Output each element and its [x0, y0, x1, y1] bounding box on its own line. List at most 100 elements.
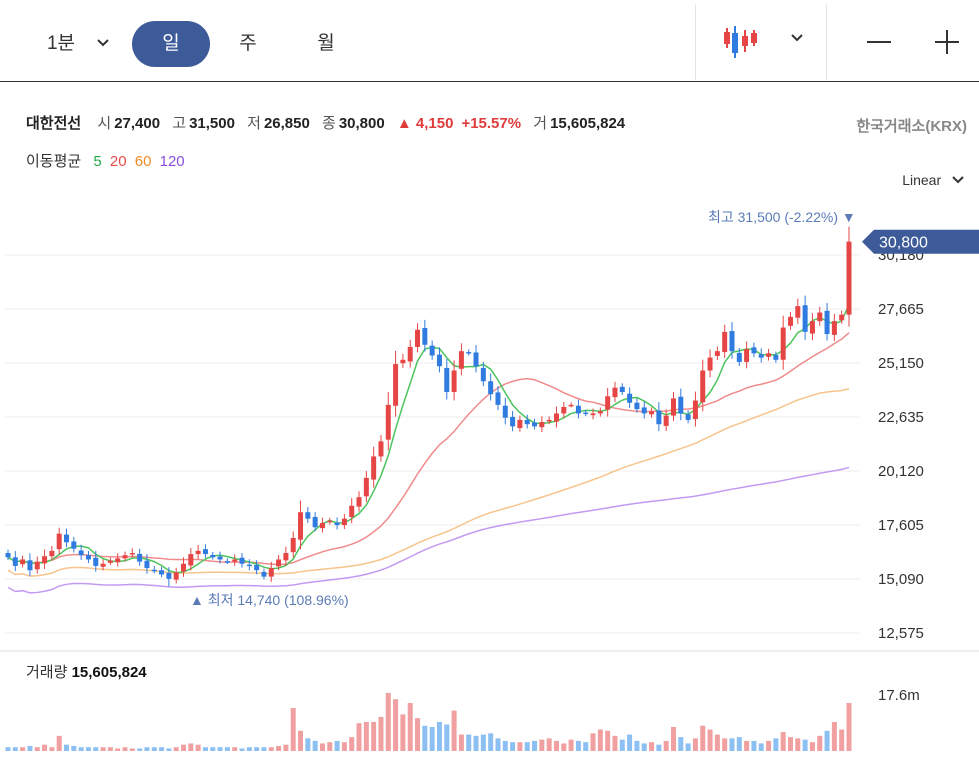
y-tick-label: 17,605	[878, 517, 924, 534]
volume-bar	[802, 739, 808, 751]
volume-bar	[100, 747, 106, 751]
candle-body	[517, 419, 523, 429]
candle-body	[341, 518, 347, 526]
tab-month[interactable]: 월	[317, 33, 335, 54]
candle-body	[670, 398, 676, 416]
volume-bar	[422, 725, 428, 751]
candle-body	[561, 407, 567, 414]
y-tick-label: 22,635	[878, 409, 924, 426]
volume-bar	[524, 742, 530, 751]
chart-type-chevron-icon[interactable]	[790, 33, 804, 43]
volume-bar	[400, 714, 406, 751]
scale-selector[interactable]: Linear	[902, 172, 965, 188]
current-price-label: 30,800	[879, 235, 928, 252]
volume-bar	[736, 737, 742, 751]
volume-bar	[49, 747, 55, 751]
volume-bar	[787, 737, 793, 751]
volume-bar	[166, 748, 172, 751]
toolbar-divider	[826, 4, 827, 80]
volume-bar	[385, 692, 391, 751]
volume-bar	[714, 734, 720, 751]
candle-body	[290, 537, 296, 553]
volume-bar	[546, 738, 552, 751]
candle-body	[115, 558, 121, 563]
candle-body	[151, 569, 157, 572]
volume-bar	[839, 729, 845, 751]
volume-bar	[685, 743, 691, 751]
volume-bar	[290, 708, 296, 751]
volume-bar	[539, 739, 545, 751]
price-change-pct: +15.57%	[461, 115, 522, 132]
candle-body	[824, 310, 830, 335]
volume-bar	[5, 747, 11, 751]
volume-bar	[261, 747, 267, 751]
candle-body	[663, 415, 669, 426]
candle-body	[159, 570, 165, 575]
volume-bar	[341, 742, 347, 751]
candle-body	[393, 364, 399, 406]
candle-body	[334, 522, 340, 526]
ma-120: 120	[159, 153, 185, 170]
volume-bar	[254, 747, 260, 751]
moving-average-legend: 이동평균 5 20 60 120	[26, 150, 185, 171]
zoom-in-icon[interactable]	[934, 29, 960, 55]
volume-bar	[568, 739, 574, 751]
candle-body	[181, 563, 187, 572]
volume-bar	[436, 721, 442, 751]
candle-body	[137, 553, 143, 562]
volume-bar	[722, 738, 728, 751]
toolbar-divider	[695, 4, 696, 80]
volume-bar	[780, 732, 786, 751]
volume-bar	[634, 740, 640, 751]
tab-day[interactable]: 일	[132, 21, 210, 67]
zoom-out-icon[interactable]	[866, 30, 892, 54]
y-tick-label: 20,120	[878, 463, 924, 480]
candle-body	[773, 355, 779, 360]
chevron-down-icon[interactable]	[96, 38, 110, 48]
volume-bar	[137, 748, 143, 751]
candle-body	[210, 554, 216, 558]
ma-60: 60	[134, 153, 152, 170]
volume-bar	[583, 742, 589, 751]
tab-1min[interactable]: 1분	[46, 33, 76, 54]
volume-bar	[678, 737, 684, 751]
candle-body	[349, 505, 355, 517]
volume-bar	[144, 747, 150, 751]
candle-body	[56, 533, 62, 550]
candle-body	[751, 347, 757, 354]
volume-bar	[12, 747, 18, 751]
candlestick-icon[interactable]	[722, 24, 760, 60]
candle-body	[71, 541, 77, 549]
candle-body	[363, 477, 369, 497]
candle-body	[458, 351, 464, 369]
candle-body	[122, 555, 128, 559]
volume-bar	[597, 729, 603, 751]
tab-week[interactable]: 주	[239, 33, 257, 54]
candle-body	[766, 353, 772, 357]
candle-body	[488, 381, 494, 395]
candle-body	[619, 386, 625, 392]
candle-body	[5, 553, 11, 558]
candle-body	[707, 357, 713, 371]
candle-body	[27, 560, 33, 571]
volume-bar	[809, 742, 815, 751]
volume-bar	[71, 745, 77, 751]
volume-bar	[466, 734, 472, 751]
volume-bar	[298, 730, 304, 751]
candle-body	[802, 305, 808, 332]
candle-body	[429, 345, 435, 356]
candle-body	[590, 413, 596, 416]
candle-body	[385, 404, 391, 440]
current-price-tag	[862, 229, 979, 254]
ma-5: 5	[93, 153, 102, 170]
volume-bar	[407, 703, 413, 751]
candle-body	[232, 559, 238, 562]
stock-name: 대한전선	[26, 115, 82, 132]
ma-20: 20	[109, 153, 127, 170]
volume-bar	[444, 724, 450, 751]
volume-bar	[517, 742, 523, 751]
candle-body	[466, 352, 472, 354]
volume-bar	[510, 742, 516, 751]
candle-body	[246, 564, 252, 567]
